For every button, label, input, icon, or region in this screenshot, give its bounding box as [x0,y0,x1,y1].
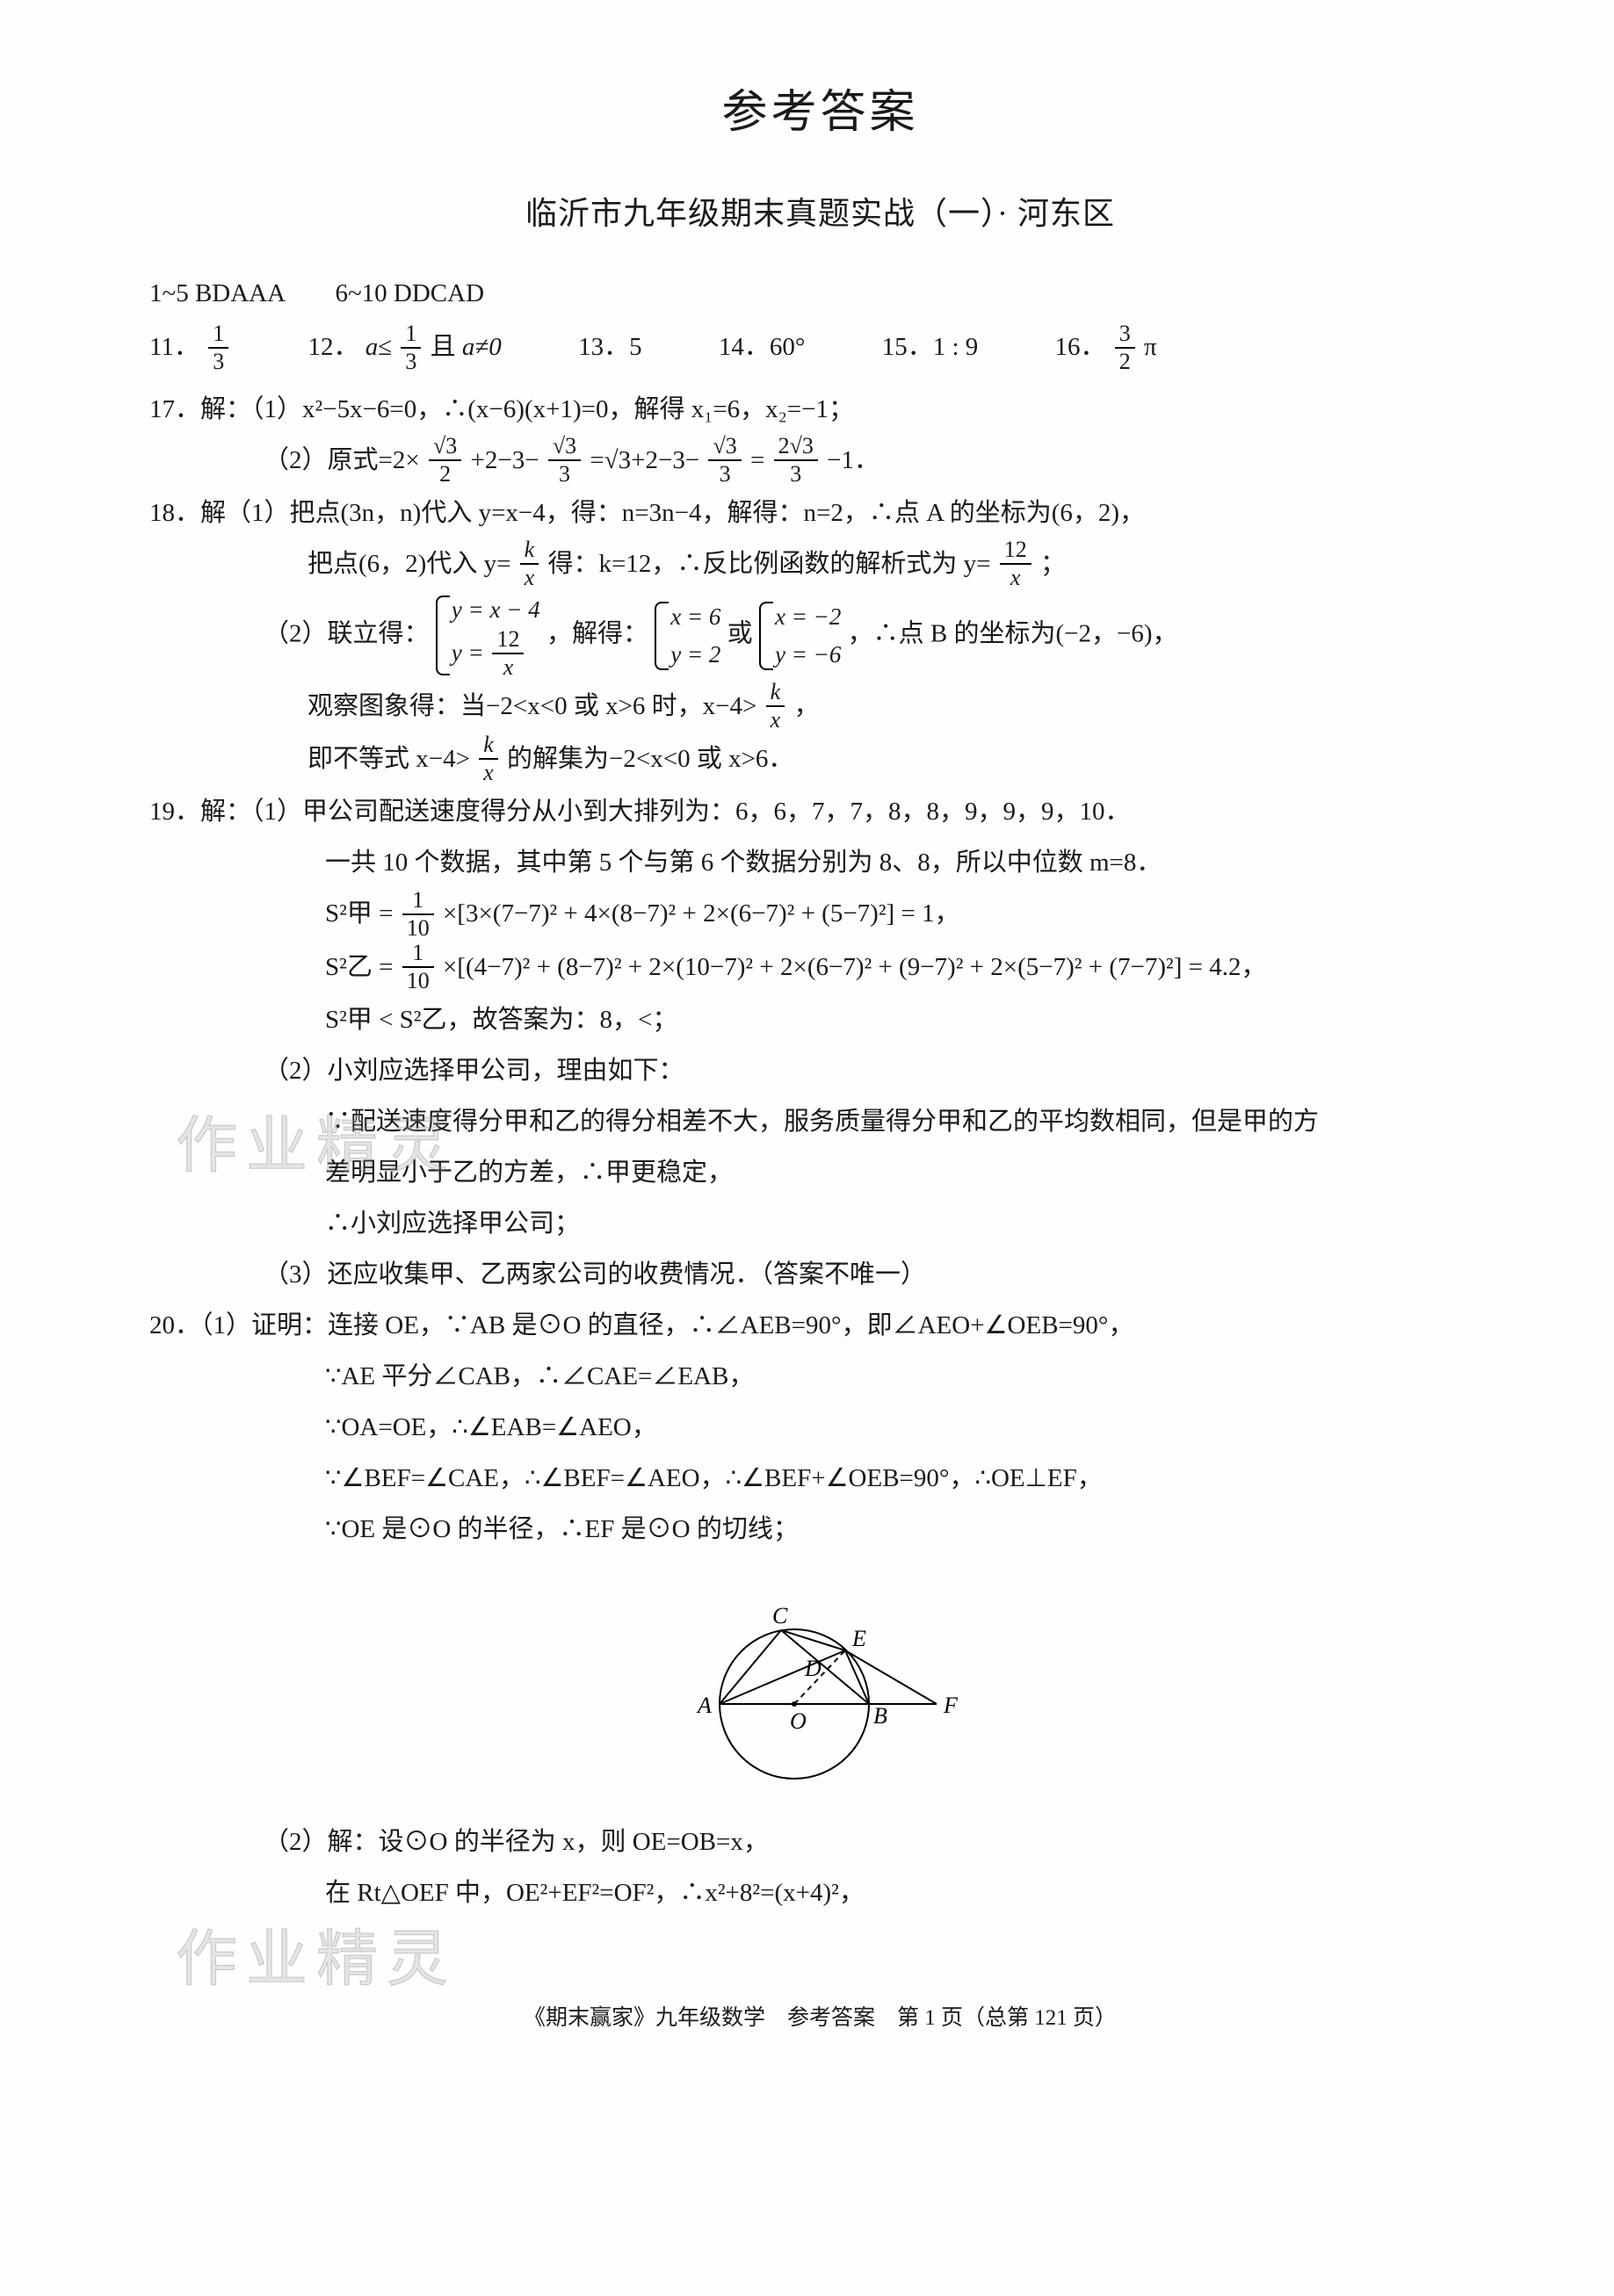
q19-line9: ∴小刘应选择甲公司； [149,1198,1491,1249]
q19-line1: 19．解：（1）甲公司配送速度得分从小到大排列为：6，6，7，7，8，8，9，9… [149,786,1491,837]
q19-line7: ∵配送速度得分甲和乙的得分相差不大，服务质量得分甲和乙的平均数相同，但是甲的方 [149,1096,1491,1147]
q19-line5: S²甲 < S²乙，故答案为：8，<； [149,994,1491,1045]
svg-text:C: C [772,1603,788,1628]
svg-text:O: O [790,1708,807,1734]
q18-line3: （2）联立得： y = x − 4 y = 12x ，解得： x = 6 y =… [149,591,1491,680]
q19-line6: （2）小刘应选择甲公司，理由如下： [149,1045,1491,1096]
svg-text:B: B [873,1703,887,1729]
q20-line7: 在 Rt△OEF 中，OE²+EF²=OF²，∴x²+8²=(x+4)²， [149,1867,1491,1918]
q19-line8: 差明显小于乙的方差，∴甲更稳定， [149,1147,1491,1198]
q20-line5: ∵OE 是⊙O 的半径，∴EF 是⊙O 的切线； [149,1504,1491,1555]
page-footer: 《期末赢家》九年级数学 参考答案 第 1 页（总第 121 页） [149,1997,1491,2040]
q14: 14．60° [719,323,806,372]
q20-line1: 20．（1）证明：连接 OE，∵AB 是⊙O 的直径，∴∠AEB=90°，即∠A… [149,1300,1491,1351]
q19-line3: S²甲 = 110 ×[3×(7−7)² + 4×(8−7)² + 2×(6−7… [149,888,1491,941]
fill-blank-answers: 11． 13 12． a≤ 13 且 a≠0 13．5 14．60° 15．1 … [149,323,1491,374]
q11: 11． 13 [149,323,231,374]
q19-line2: 一共 10 个数据，其中第 5 个与第 6 个数据分别为 8、8，所以中位数 m… [149,837,1491,888]
q20-line4: ∵∠BEF=∠CAE，∴∠BEF=∠AEO，∴∠BEF+∠OEB=90°，∴OE… [149,1453,1491,1504]
q19-line4: S²乙 = 110 ×[(4−7)² + (8−7)² + 2×(10−7)² … [149,942,1491,994]
q19-line10: （3）还应收集甲、乙两家公司的收费情况．（答案不唯一） [149,1249,1491,1300]
q12: 12． a≤ 13 且 a≠0 [308,323,501,374]
q18-line1: 18．解（1）把点(3n，n)代入 y=x−4，得：n=3n−4，解得：n=2，… [149,487,1491,538]
q15: 15．1 : 9 [882,323,979,372]
q20-line6: （2）解：设⊙O 的半径为 x，则 OE=OB=x， [149,1816,1491,1867]
svg-text:D: D [804,1656,821,1681]
q17-line2: （2）原式=2× √32 +2−3− √33 =√3+2−3− √33 = 2√… [149,435,1491,487]
q16: 16． 32 π [1055,323,1157,374]
multiple-choice-answers: 1~5 BDAAA 6~10 DDCAD [149,270,1491,318]
svg-text:F: F [943,1693,959,1718]
q17-line1: 17．解：（1）x²−5x−6=0，∴(x−6)(x+1)=0，解得 x₁=6，… [149,384,1491,435]
q18-line2: 把点(6，2)代入 y= kx 得：k=12，∴反比例函数的解析式为 y= 12… [149,538,1491,591]
q18-line5: 即不等式 x−4> kx 的解集为−2<x<0 或 x>6． [149,733,1491,786]
svg-text:A: A [696,1693,712,1718]
q13: 13．5 [578,323,642,372]
svg-text:E: E [851,1626,866,1651]
q20-line2: ∵AE 平分∠CAB，∴∠CAE=∠EAB， [149,1351,1491,1402]
q20-line3: ∵OA=OE，∴∠EAB=∠AEO， [149,1402,1491,1453]
q18-line4: 观察图象得：当−2<x<0 或 x>6 时，x−4> kx ， [149,681,1491,733]
q20-diagram: A B O C D E F [149,1572,1491,1799]
sub-title: 临沂市九年级期末真题实战（一）· 河东区 [149,184,1491,243]
main-title: 参考答案 [149,70,1491,157]
